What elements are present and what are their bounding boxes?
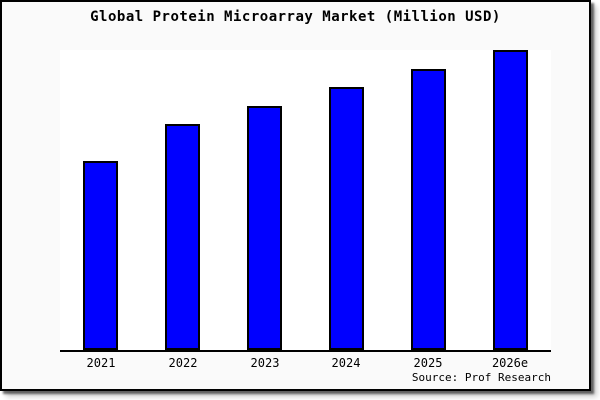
source-credit: Source: Prof Research [411,371,551,384]
bar-2022 [165,124,200,350]
bar-2024 [329,87,364,350]
x-axis-labels: 2021 2022 2023 2024 2025 2026e [2,356,589,372]
x-tick-label-2021: 2021 [86,356,116,370]
x-tick-label-2024: 2024 [331,356,361,370]
plot-area [60,50,551,352]
bar-2026e [493,50,528,350]
x-tick-label-2025: 2025 [413,356,443,370]
x-tick-label-2022: 2022 [168,356,198,370]
x-tick-label-2023: 2023 [250,356,280,370]
chart-title: Global Protein Microarray Market (Millio… [90,9,501,25]
bar-2025 [411,69,446,350]
x-tick-label-2026e: 2026e [491,356,529,370]
chart-canvas: Global Protein Microarray Market (Millio… [0,0,591,391]
bar-2021 [83,161,118,350]
bar-2023 [247,106,282,350]
